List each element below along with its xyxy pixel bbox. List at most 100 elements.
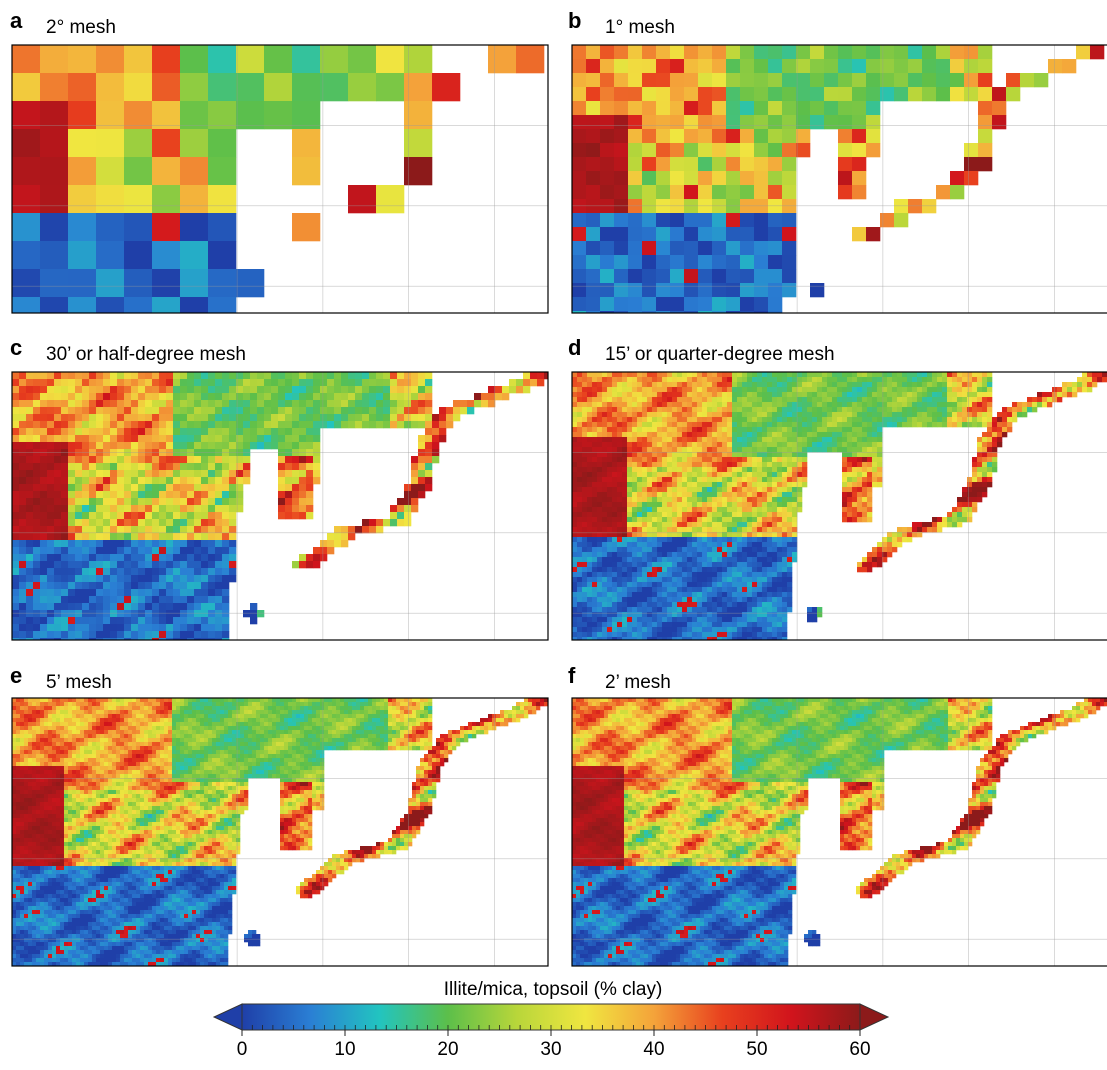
map-cell: [772, 427, 777, 432]
map-cell: [117, 547, 124, 554]
map-cell: [842, 432, 847, 437]
map-cell: [722, 522, 727, 527]
map-cell: [152, 400, 159, 407]
map-cell: [222, 393, 229, 400]
map-cell: [572, 297, 586, 311]
map-cell: [627, 372, 632, 377]
map-cell: [667, 437, 672, 442]
map-cell: [972, 467, 977, 472]
map-cell: [622, 537, 627, 542]
map-cell: [802, 432, 807, 437]
map-cell: [907, 397, 912, 402]
map-cell: [145, 456, 152, 463]
map-cell: [215, 631, 222, 638]
map-cell: [292, 421, 299, 428]
map-cell: [812, 427, 817, 432]
map-cell: [752, 457, 757, 462]
map-cell: [628, 87, 642, 101]
map-cell: [82, 498, 89, 505]
map-cell: [582, 462, 587, 467]
map-cell: [857, 437, 862, 442]
map-cell: [460, 400, 467, 407]
map-cell: [997, 417, 1002, 422]
map-cell: [697, 417, 702, 422]
map-cell: [827, 447, 832, 452]
map-cell: [957, 507, 962, 512]
map-cell: [692, 447, 697, 452]
map-cell: [19, 631, 26, 638]
map-cell: [292, 393, 299, 400]
map-cell: [707, 562, 712, 567]
map-cell: [124, 470, 131, 477]
map-cell: [937, 387, 942, 392]
map-cell: [962, 412, 967, 417]
map-cell: [672, 487, 677, 492]
map-cell: [698, 129, 712, 143]
map-cell: [201, 505, 208, 512]
map-cell: [847, 387, 852, 392]
map-cell: [54, 484, 61, 491]
map-cell: [717, 547, 722, 552]
map-cell: [612, 437, 617, 442]
map-cell: [972, 507, 977, 512]
map-cell: [19, 505, 26, 512]
map-cell: [892, 382, 897, 387]
map-cell: [159, 400, 166, 407]
map-cell: [124, 575, 131, 582]
map-cell: [682, 422, 687, 427]
map-cell: [792, 432, 797, 437]
map-cell: [767, 522, 772, 527]
map-cell: [166, 526, 173, 533]
map-cell: [89, 435, 96, 442]
map-cell: [698, 101, 712, 115]
map-cell: [842, 447, 847, 452]
map-cell: [89, 393, 96, 400]
map-cell: [145, 477, 152, 484]
map-cell: [152, 241, 180, 269]
map-cell: [166, 575, 173, 582]
map-cell: [628, 227, 642, 241]
map-cell: [867, 507, 872, 512]
map-cell: [222, 603, 229, 610]
map-cell: [687, 482, 692, 487]
map-cell: [103, 386, 110, 393]
map-cell: [96, 484, 103, 491]
map-cell: [670, 213, 684, 227]
map-cell: [824, 101, 838, 115]
map-cell: [802, 382, 807, 387]
map-cell: [657, 547, 662, 552]
map-cell: [782, 87, 796, 101]
map-cell: [432, 435, 439, 442]
map-cell: [867, 467, 872, 472]
map-cell: [887, 422, 892, 427]
panel-title: 2° mesh: [46, 17, 116, 38]
map-cell: [285, 456, 292, 463]
map-cell: [390, 505, 397, 512]
map-cell: [68, 421, 75, 428]
map-cell: [194, 610, 201, 617]
map-cell: [732, 482, 737, 487]
map-cell: [607, 417, 612, 422]
map-cell: [684, 213, 698, 227]
map-cell: [243, 477, 250, 484]
map-cell: [792, 382, 797, 387]
map-cell: [96, 617, 103, 624]
map-cell: [208, 101, 236, 129]
map-cell: [124, 386, 131, 393]
map-cell: [697, 387, 702, 392]
map-cell: [992, 442, 997, 447]
map-cell: [12, 610, 19, 617]
map-cell: [26, 498, 33, 505]
map-cell: [857, 462, 862, 467]
map-cell: [757, 477, 762, 482]
map-cell: [762, 487, 767, 492]
map-cell: [582, 412, 587, 417]
map-cell: [40, 547, 47, 554]
map-cell: [33, 379, 40, 386]
map-cell: [902, 387, 907, 392]
map-cell: [698, 199, 712, 213]
map-cell: [737, 412, 742, 417]
map-cell: [404, 73, 432, 101]
map-cell: [222, 512, 229, 519]
map-cell: [712, 467, 717, 472]
